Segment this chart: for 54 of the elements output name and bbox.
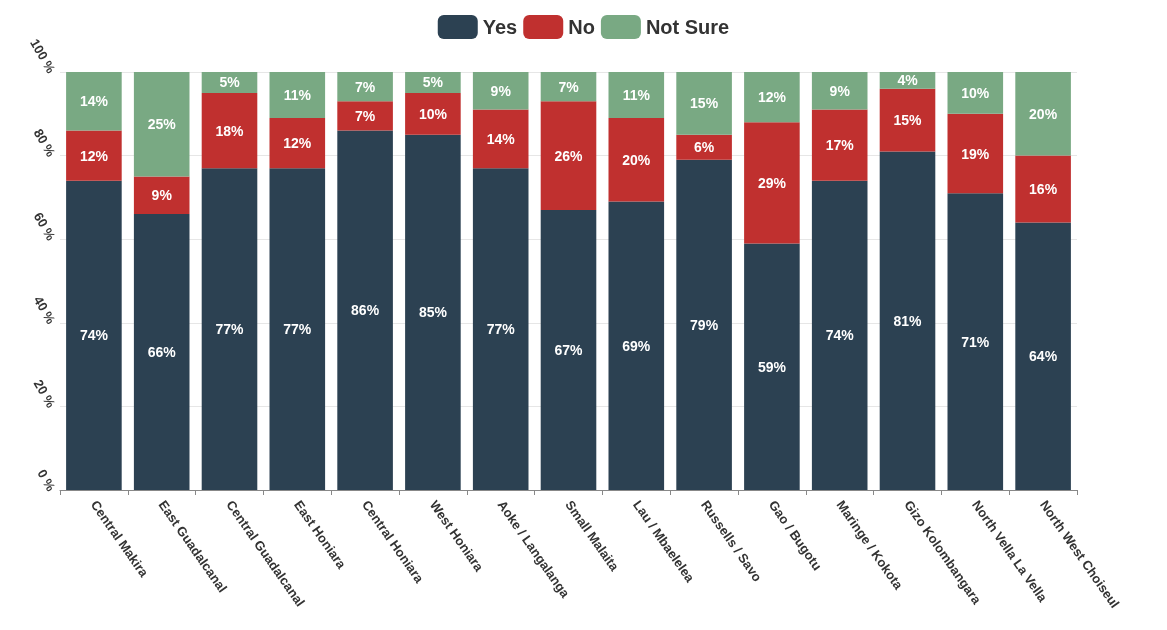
legend-label: No bbox=[568, 16, 595, 38]
data-label: 26% bbox=[554, 147, 584, 164]
data-label: 79% bbox=[690, 316, 719, 333]
data-label: 86% bbox=[351, 302, 380, 319]
data-label: 71% bbox=[961, 333, 990, 350]
data-label: 77% bbox=[215, 321, 245, 338]
data-label: 15% bbox=[690, 95, 719, 112]
data-label: 11% bbox=[283, 86, 312, 103]
data-label: 29% bbox=[757, 174, 787, 191]
data-label: 64% bbox=[1029, 348, 1058, 365]
y-tick-label: 0 % bbox=[34, 466, 59, 495]
data-label: 12% bbox=[79, 147, 109, 164]
data-label: 14% bbox=[79, 93, 109, 110]
data-label: 69% bbox=[622, 337, 651, 354]
data-label: 6% bbox=[693, 139, 715, 156]
data-label: 20% bbox=[622, 151, 651, 168]
y-tick-label: 60 % bbox=[30, 209, 59, 244]
data-label: 12% bbox=[757, 89, 787, 106]
data-label: 66% bbox=[147, 344, 177, 361]
data-label: 10% bbox=[961, 84, 990, 101]
data-label: 5% bbox=[422, 74, 444, 91]
data-label: 74% bbox=[79, 327, 109, 344]
data-label: 5% bbox=[219, 74, 241, 91]
data-label: 9% bbox=[490, 82, 512, 99]
y-tick-label: 40 % bbox=[30, 293, 59, 327]
data-label: 12% bbox=[283, 135, 312, 152]
data-label: 7% bbox=[354, 107, 376, 124]
data-label: 14% bbox=[486, 130, 516, 147]
data-label: 77% bbox=[283, 321, 312, 338]
data-label: 15% bbox=[893, 112, 923, 129]
y-tick-label: 100 % bbox=[27, 36, 59, 77]
data-label: 25% bbox=[147, 116, 177, 133]
data-label: 77% bbox=[486, 321, 516, 338]
y-tick-label: 20 % bbox=[30, 377, 59, 411]
data-label: 67% bbox=[554, 341, 584, 358]
data-label: 11% bbox=[622, 86, 651, 103]
data-label: 20% bbox=[1029, 105, 1058, 122]
data-label: 74% bbox=[825, 327, 855, 344]
y-tick-label: 80 % bbox=[30, 126, 59, 160]
data-label: 9% bbox=[151, 187, 173, 204]
data-label: 9% bbox=[829, 82, 851, 99]
data-label: 10% bbox=[418, 105, 448, 122]
data-label: 7% bbox=[354, 78, 376, 95]
legend-label: Not Sure bbox=[645, 16, 730, 38]
data-label: 17% bbox=[825, 137, 855, 154]
data-label: 81% bbox=[893, 312, 923, 329]
data-label: 18% bbox=[215, 122, 245, 139]
data-label: 4% bbox=[897, 72, 919, 89]
data-label: 16% bbox=[1029, 181, 1058, 198]
legend-label: Yes bbox=[482, 16, 518, 38]
data-label: 85% bbox=[418, 304, 448, 321]
data-label: 59% bbox=[757, 358, 787, 375]
data-label: 7% bbox=[558, 78, 580, 95]
data-label: 19% bbox=[961, 145, 990, 162]
